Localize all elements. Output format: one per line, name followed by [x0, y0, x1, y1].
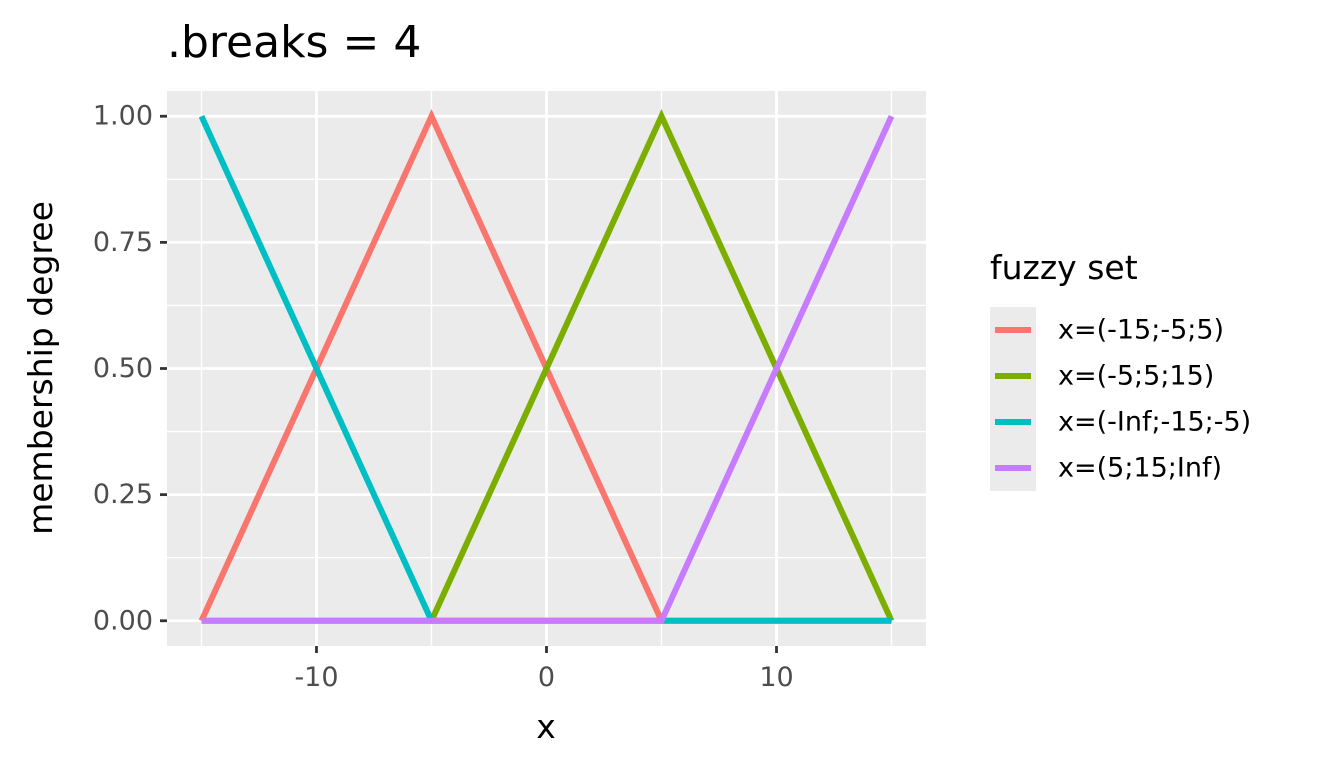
x-axis: -10 0 10 [294, 646, 794, 693]
legend-label: x=(-5;5;15) [1058, 361, 1214, 392]
legend-label: x=(-15;-5;5) [1058, 315, 1224, 346]
legend-title: fuzzy set [990, 248, 1138, 287]
legend: fuzzy set x=(-15;-5;5) x=(-5;5;15) x=(-Inf… [990, 248, 1251, 491]
y-tick-label: 0.75 [93, 227, 153, 258]
legend-label: x=(5;15;Inf) [1058, 453, 1222, 484]
y-tick-label: 0.50 [93, 353, 153, 384]
legend-items: x=(-15;-5;5) x=(-5;5;15) x=(-Inf;-15;-5) x=… [990, 307, 1251, 491]
y-tick-label: 1.00 [93, 101, 153, 132]
series-lines [198, 108, 895, 624]
y-axis: 0.00 0.25 0.50 0.75 1.00 [93, 101, 167, 636]
y-tick-label: 0.00 [93, 605, 153, 636]
x-tick-label: -10 [294, 662, 338, 693]
chart-title: .breaks = 4 [167, 17, 421, 68]
y-tick-label: 0.25 [93, 479, 153, 510]
x-tick-label: 10 [759, 662, 793, 693]
x-axis-title: x [536, 707, 556, 746]
legend-label: x=(-Inf;-15;-5) [1058, 407, 1251, 438]
y-axis-title: membership degree [21, 201, 60, 535]
series-line [201, 114, 895, 624]
x-tick-label: 0 [538, 662, 555, 693]
